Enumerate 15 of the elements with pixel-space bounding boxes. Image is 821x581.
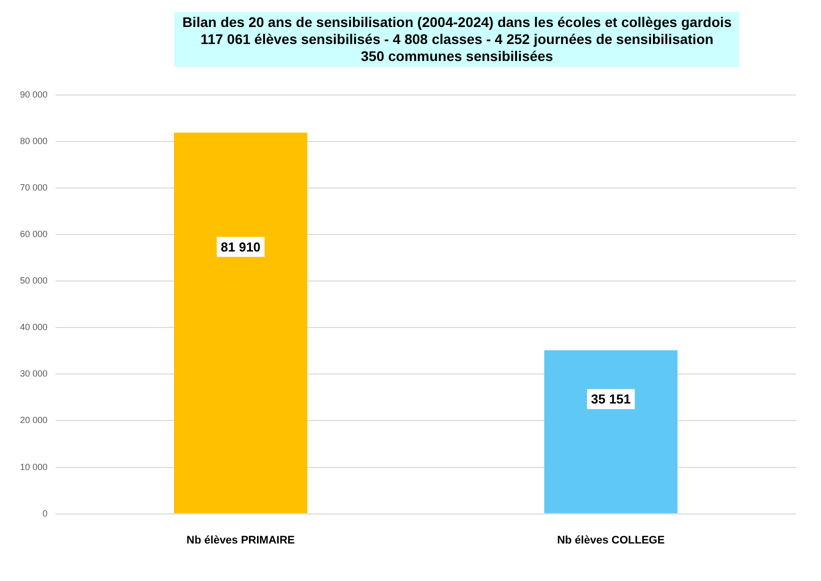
y-tick-label: 80 000 xyxy=(20,136,48,146)
y-tick-label: 30 000 xyxy=(20,368,48,379)
y-tick-label: 10 000 xyxy=(20,462,48,472)
y-tick-label: 60 000 xyxy=(20,229,48,240)
y-tick-label: 90 000 xyxy=(20,89,48,100)
y-tick-label: 70 000 xyxy=(20,182,48,193)
chart-title: Bilan des 20 ans de sensibilisation (2004-2024) dans les écoles et collèges gardois 117 061 élèves sensibilisés - 4 808 classes - 4 252 journées de sensibilisation 350 communes sensibilisées xyxy=(182,14,732,65)
y-tick-label: 20 000 xyxy=(20,415,48,426)
y-tick-label: 0 xyxy=(42,508,48,518)
y-tick-label: 50 000 xyxy=(20,276,48,286)
data-label: 35 151 xyxy=(591,392,631,407)
y-tick-label: 40 000 xyxy=(20,322,48,332)
x-tick-label: Nb élèves COLLEGE xyxy=(557,534,665,546)
data-label: 81 910 xyxy=(220,239,261,254)
x-tick-label: Nb élèves PRIMAIRE xyxy=(186,534,295,546)
